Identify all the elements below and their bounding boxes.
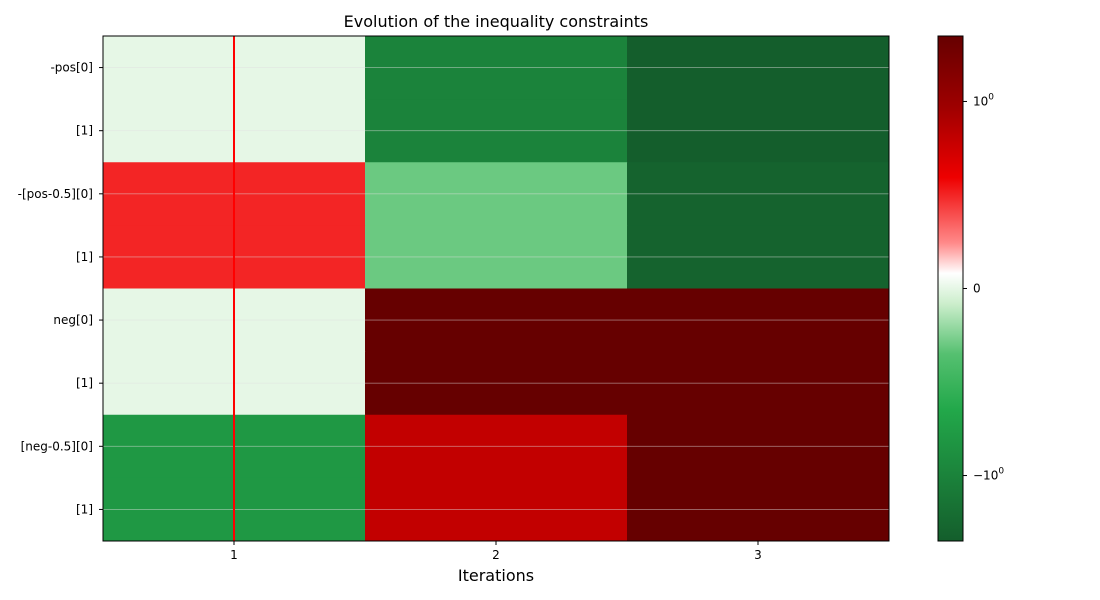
colorbar-ticks: 100 0 −100 [963, 92, 1004, 483]
x-axis-ticks: 1 2 3 [230, 541, 762, 562]
colorbar-tick-label: −100 [973, 467, 1004, 483]
y-tick-label: [1] [76, 502, 93, 516]
colorbar-tick-label: 100 [973, 92, 994, 108]
y-axis-ticks: -pos[0] [1] -[pos-0.5][0] [1] neg[0] [1] [neg-… [18, 61, 103, 516]
y-tick-label: [neg-0.5][0] [21, 439, 93, 453]
y-tick-label: -[pos-0.5][0] [18, 187, 93, 201]
chart-title: Evolution of the inequality constraints [344, 12, 649, 31]
y-tick-label: -pos[0] [50, 61, 93, 75]
x-axis-label: Iterations [458, 566, 534, 585]
heatmap-cells [103, 36, 890, 542]
y-tick-label: [1] [76, 376, 93, 390]
y-tick-label: [1] [76, 250, 93, 264]
x-tick-label: 1 [230, 548, 238, 562]
colorbar-tick-label: 0 [973, 282, 981, 296]
x-tick-label: 2 [492, 548, 500, 562]
x-tick-label: 3 [754, 548, 762, 562]
y-tick-label: [1] [76, 124, 93, 138]
y-tick-label: neg[0] [53, 313, 93, 327]
colorbar [937, 35, 964, 542]
